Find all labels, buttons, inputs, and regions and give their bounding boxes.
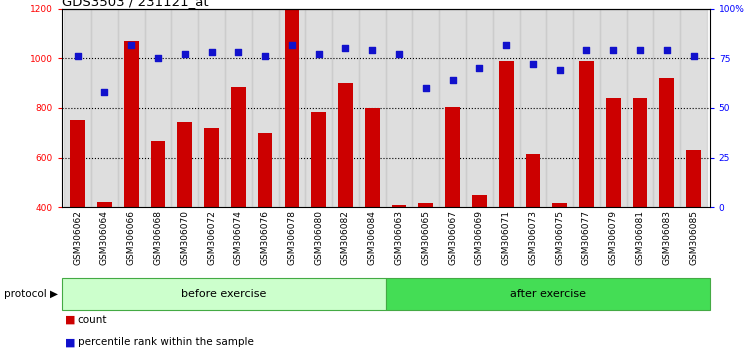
Bar xyxy=(418,203,433,207)
Bar xyxy=(71,120,85,207)
Bar xyxy=(445,107,460,207)
Point xyxy=(366,48,379,53)
Bar xyxy=(600,9,626,207)
Point xyxy=(608,48,620,53)
Bar xyxy=(520,9,546,207)
Bar xyxy=(412,9,439,207)
Text: count: count xyxy=(78,315,107,325)
Text: ■: ■ xyxy=(65,315,75,325)
Point xyxy=(152,56,164,61)
Point xyxy=(581,48,593,53)
Bar xyxy=(285,9,299,207)
Bar xyxy=(499,61,514,207)
Text: GDS3503 / 231121_at: GDS3503 / 231121_at xyxy=(62,0,208,8)
Bar xyxy=(552,203,567,207)
Bar xyxy=(145,9,171,207)
Point xyxy=(634,48,646,53)
Bar xyxy=(91,9,118,207)
Bar xyxy=(338,83,353,207)
Point xyxy=(98,89,110,95)
Bar xyxy=(258,133,273,207)
Bar xyxy=(97,202,112,207)
Bar xyxy=(151,141,165,207)
Point xyxy=(339,46,351,51)
Point xyxy=(393,52,405,57)
Bar xyxy=(306,9,332,207)
Bar xyxy=(686,150,701,207)
Point xyxy=(527,62,539,67)
Bar xyxy=(359,9,386,207)
Text: before exercise: before exercise xyxy=(181,289,267,299)
Bar xyxy=(386,9,412,207)
Bar xyxy=(198,9,225,207)
Bar xyxy=(62,278,386,310)
Bar xyxy=(653,9,680,207)
Bar xyxy=(439,9,466,207)
Point xyxy=(259,53,271,59)
Text: percentile rank within the sample: percentile rank within the sample xyxy=(78,337,254,347)
Point xyxy=(420,85,432,91)
Bar xyxy=(472,195,487,207)
Bar xyxy=(493,9,520,207)
Bar xyxy=(606,98,620,207)
Bar xyxy=(118,9,145,207)
Bar xyxy=(365,108,379,207)
Text: after exercise: after exercise xyxy=(510,289,586,299)
Point xyxy=(179,52,191,57)
Point xyxy=(688,53,700,59)
Bar xyxy=(632,98,647,207)
Bar xyxy=(626,9,653,207)
Bar xyxy=(279,9,306,207)
Point xyxy=(661,48,673,53)
Point xyxy=(500,42,512,47)
Bar xyxy=(225,9,252,207)
Point xyxy=(71,53,83,59)
Point xyxy=(286,42,298,47)
Point xyxy=(125,42,137,47)
Bar xyxy=(171,9,198,207)
Bar xyxy=(466,9,493,207)
Bar xyxy=(124,41,139,207)
Bar xyxy=(526,154,540,207)
Bar xyxy=(392,205,406,207)
Bar xyxy=(386,278,710,310)
Bar xyxy=(573,9,600,207)
Bar xyxy=(546,9,573,207)
Point xyxy=(232,50,244,55)
Bar xyxy=(65,9,91,207)
Bar xyxy=(312,112,326,207)
Text: ■: ■ xyxy=(65,337,75,347)
Point xyxy=(553,68,566,73)
Bar xyxy=(231,87,246,207)
Text: protocol ▶: protocol ▶ xyxy=(4,289,58,299)
Bar xyxy=(579,61,594,207)
Point xyxy=(206,50,218,55)
Bar xyxy=(204,128,219,207)
Bar xyxy=(680,9,707,207)
Bar xyxy=(332,9,359,207)
Point xyxy=(312,52,324,57)
Bar xyxy=(252,9,279,207)
Bar xyxy=(177,122,192,207)
Point xyxy=(473,65,485,71)
Point xyxy=(447,78,459,83)
Bar xyxy=(659,78,674,207)
